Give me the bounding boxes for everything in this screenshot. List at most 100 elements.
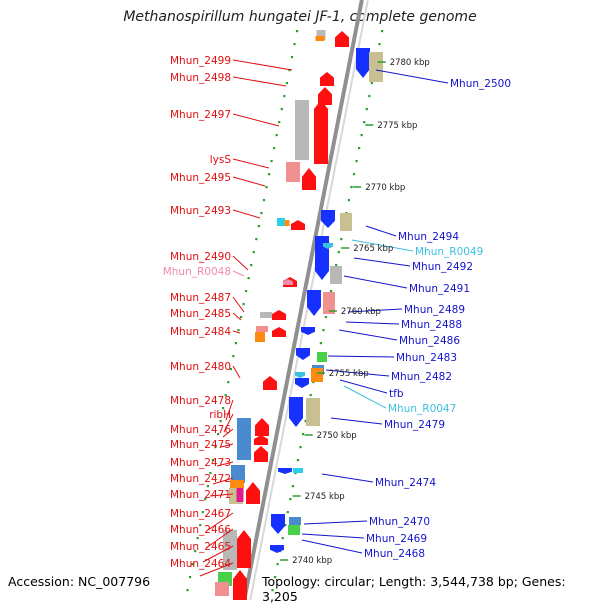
right-leader-line [353,257,411,267]
feature-block [311,368,323,382]
right-leader-line [301,533,365,539]
tick-dot [322,329,325,332]
reverse-gene-arrow [278,468,292,474]
tick-dot [340,238,343,241]
tick-dot [216,433,220,436]
feature-block [295,100,309,160]
left-leader-line [207,512,234,531]
forward-gene-arrow [272,327,286,337]
left-leader-line [199,562,234,577]
tick-dot [290,56,294,59]
right-feature-label: Mhun_2469 [366,533,427,545]
feature-block [316,30,326,40]
left-leader-line [232,158,270,169]
tick-dot [370,82,373,85]
forward-gene-arrow [318,87,332,105]
right-leader-line [325,369,390,377]
tick-dot [283,95,286,98]
left-leader-line [232,296,245,313]
tick-dot [191,563,194,566]
tick-dot [232,355,235,358]
forward-gene-arrow [255,418,269,436]
tick-dot [293,43,296,46]
tick-dot [347,199,351,202]
left-leader-line [232,113,280,127]
feature-block [277,218,285,226]
kbp-labels-layer: 2780 kbp 2775 kbp 2770 kbp 2765 kbp 2760 kbp… [280,58,430,566]
left-leader-line [209,493,234,497]
feature-block [369,52,383,82]
tick-dot [358,147,361,150]
tick-dot [265,186,268,189]
left-leader-line [225,399,234,421]
tick-dot [363,121,366,124]
left-feature-label: Mhun_2495 [170,172,231,184]
tick-dot [194,550,197,553]
left-feature-label: Mhun_2467 [170,508,231,520]
tick-dot [319,342,323,345]
tick-dot [278,121,281,124]
kbp-label: 2770 kbp [365,183,405,193]
tick-dot [312,381,315,384]
right-leader-line [345,321,400,325]
kbp-label: 2780 kbp [390,58,430,68]
backbone-line [242,0,364,600]
tick-dot [270,160,273,163]
tick-dot [245,290,248,293]
tick-dot [355,160,358,163]
tick-dot [229,368,232,371]
left-leader-line [216,461,234,467]
right-leader-line [343,275,408,289]
forward-gene-arrow [283,279,293,285]
left-leader-line [232,59,293,71]
tick-dot [301,433,305,436]
tick-dot [309,394,312,397]
tick-dot [330,290,333,293]
right-feature-label: tfb [389,388,404,400]
reverse-gene-arrow [271,514,285,534]
forward-gene-arrow [314,100,328,164]
tick-dot [360,134,363,137]
tick-dot [250,264,253,267]
tick-dot [257,225,260,228]
feature-block [289,517,301,525]
tick-dot [289,498,292,501]
feature-block [215,582,229,596]
feature-block [223,530,237,570]
tick-dot [352,173,356,176]
left-leader-line [222,428,234,438]
tick-dot [281,537,284,540]
tick-dot [186,589,189,592]
left-leader-line [232,365,241,379]
tick-dot [224,394,227,397]
reverse-gene-arrow [307,290,321,316]
right-feature-label: Mhun_2474 [375,477,436,489]
right-leader-line [330,417,383,425]
left-feature-label: Mhun_2478 [170,395,231,407]
tick-dot [255,238,258,241]
left-leader-line [223,413,234,433]
feature-block [293,468,303,473]
tick-dot [209,472,212,475]
feature-block [230,480,244,488]
forward-gene-arrow [263,376,277,390]
left-feature-label: Mhun_2464 [170,558,231,570]
right-feature-label: Mhun_R0049 [415,246,483,258]
right-feature-label: Mhun_2491 [409,283,470,295]
left-feature-label: Mhun_2480 [170,361,231,373]
left-leader-line [232,330,241,334]
right-leader-line [327,355,395,358]
right-feature-label: Mhun_2494 [398,231,459,243]
left-feature-label: lysS [210,154,232,166]
left-feature-label: Mhun_2487 [170,292,231,304]
left-feature-label: Mhun_2499 [170,55,231,67]
kbp-label: 2765 kbp [353,244,393,254]
right-leader-line [321,473,374,483]
tick-dot [304,420,307,423]
tick-dot [365,108,368,111]
left-feature-label: Mhun_2484 [170,326,231,338]
tick-dot [227,381,230,384]
right-feature-label: Mhun_2500 [450,78,511,90]
right-leader-line [303,520,368,525]
